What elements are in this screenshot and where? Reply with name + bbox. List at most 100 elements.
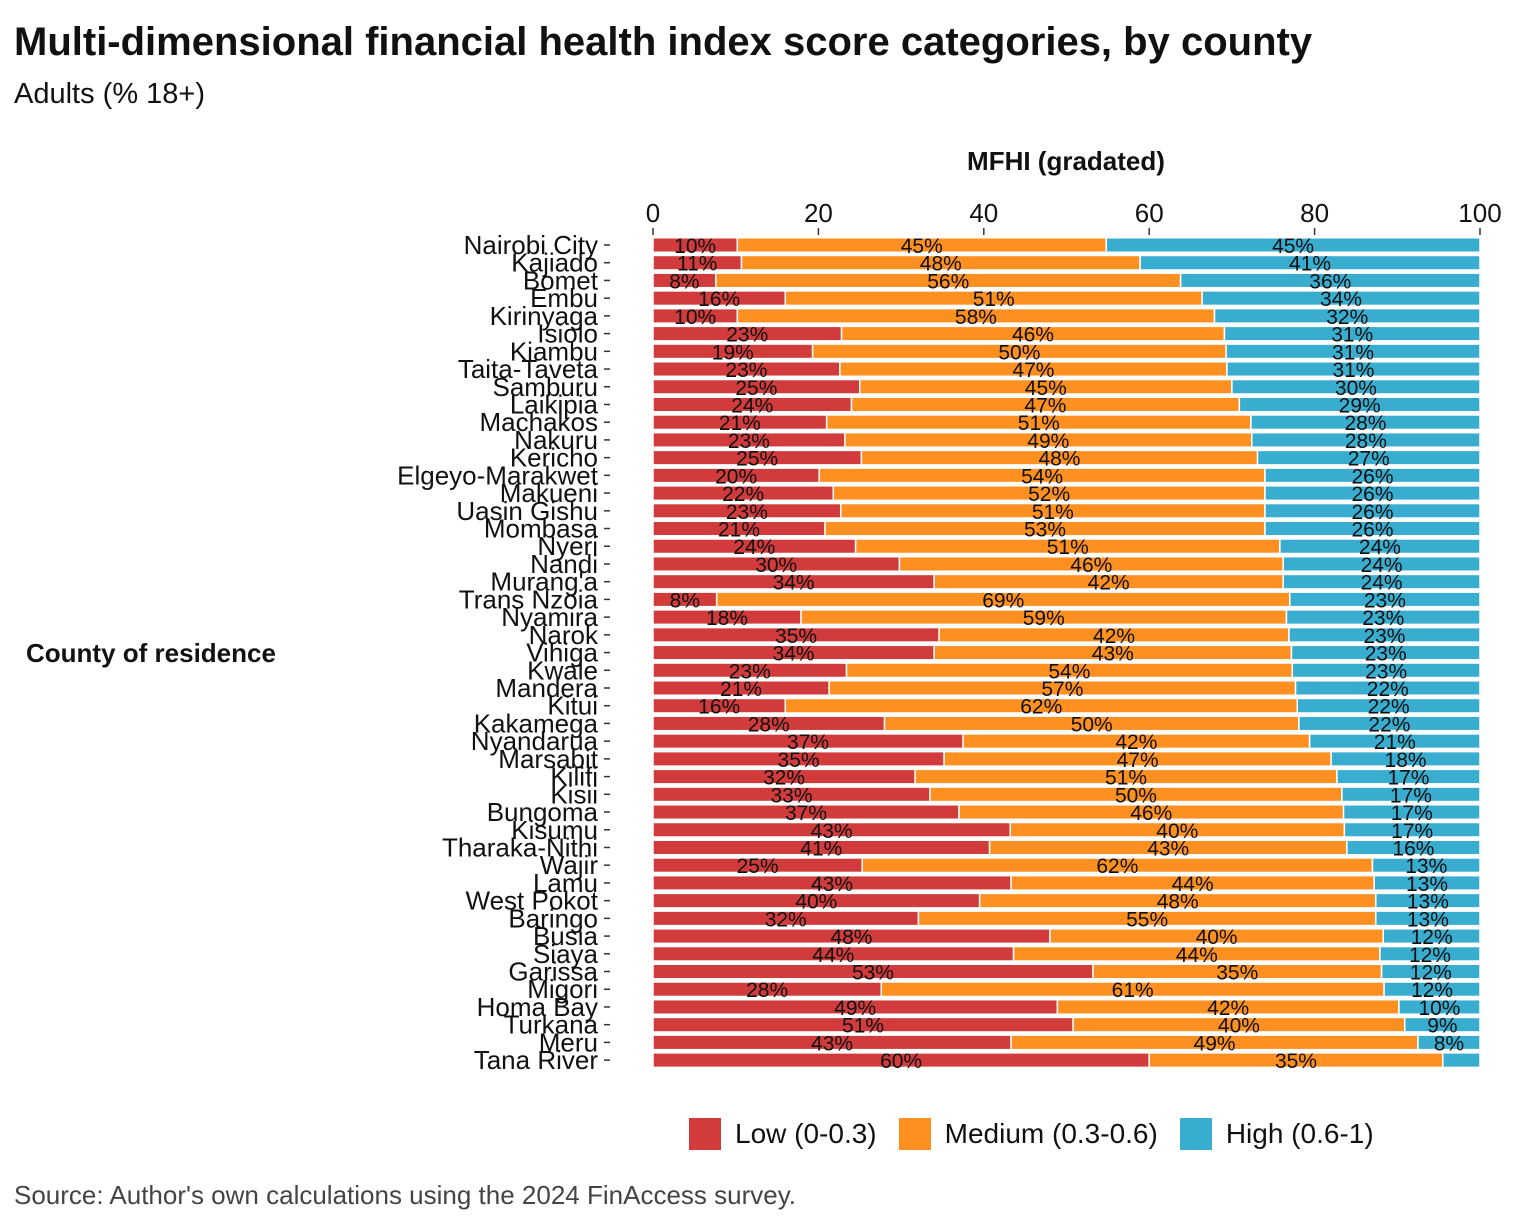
- bar-value-label: 21%: [1374, 731, 1416, 754]
- bar-high: [1290, 644, 1481, 661]
- bar-value-label: 11%: [677, 253, 717, 276]
- y-tick-label: West Pokot: [466, 886, 599, 916]
- bar-high: [1226, 361, 1481, 378]
- bar-value-label: 25%: [736, 448, 778, 471]
- bar-value-label: 44%: [1172, 873, 1214, 896]
- bar-value-label: 10%: [674, 235, 716, 258]
- y-tick-label: Vihiga: [526, 638, 598, 668]
- y-tick-label: Trans Nzoia: [459, 584, 599, 614]
- bar-value-label: 34%: [1320, 288, 1362, 311]
- y-tick-label: Garissa: [508, 957, 598, 987]
- y-tick-label: Tharaka-Nithi: [442, 832, 598, 862]
- y-tick-label: Kajiado: [511, 248, 598, 278]
- bar-value-label: 23%: [1365, 660, 1407, 683]
- y-tick-label: Nandi: [530, 549, 598, 579]
- y-tick-label: Mandera: [495, 673, 598, 703]
- bar-high: [1264, 485, 1481, 502]
- bars: [652, 237, 1481, 1069]
- bar-value-label: 18%: [706, 607, 748, 630]
- y-tick-label: Kisumu: [511, 815, 598, 845]
- bar-high: [1375, 892, 1481, 909]
- bar-high: [1398, 998, 1481, 1015]
- bar-value-label: 69%: [982, 589, 1024, 612]
- bar-high: [1223, 325, 1481, 342]
- bar-value-label: 36%: [1309, 270, 1351, 293]
- y-tick-label: Siaya: [533, 939, 599, 969]
- bar-value-label: 51%: [973, 288, 1015, 311]
- bar-high: [1291, 662, 1481, 679]
- bar-value-label: 43%: [1147, 837, 1189, 860]
- bar-high: [1201, 290, 1481, 307]
- bar-value-label: 57%: [1041, 678, 1083, 701]
- legend-label-high: High (0.6-1): [1225, 1118, 1374, 1149]
- bar-value-label: 51%: [1018, 412, 1060, 435]
- bar-value-label: 43%: [811, 820, 853, 843]
- bar-value-label: 25%: [737, 855, 779, 878]
- bar-value-label: 13%: [1407, 891, 1449, 914]
- bar-value-label: 48%: [1038, 448, 1080, 471]
- bar-value-label: 12%: [1409, 944, 1451, 967]
- bar-value-label: 49%: [834, 997, 876, 1020]
- y-tick-label: Nyamira: [501, 602, 598, 632]
- bar-value-label: 30%: [1335, 377, 1377, 400]
- bar-value-label: 26%: [1351, 519, 1393, 542]
- y-tick-label: Samburu: [493, 372, 599, 402]
- y-tick-label: Kisii: [550, 779, 598, 809]
- bar-high: [1296, 697, 1481, 714]
- bar-value-label: 25%: [735, 377, 777, 400]
- y-tick-label: Kiambu: [510, 336, 598, 366]
- bar-value-label: 26%: [1351, 483, 1393, 506]
- bar-value-label: 40%: [1196, 926, 1238, 949]
- y-tick-label: Kilifi: [550, 762, 598, 792]
- y-tick-label: Makueni: [500, 478, 598, 508]
- bar-value-label: 8%: [1434, 1032, 1464, 1055]
- bar-value-label: 47%: [1117, 749, 1159, 772]
- bar-value-label: 46%: [1012, 324, 1054, 347]
- y-tick-label: Murang'a: [490, 567, 598, 597]
- bar-value-label: 51%: [1047, 536, 1089, 559]
- y-tick-label: Nakuru: [514, 425, 598, 455]
- bar-value-label: 43%: [811, 1032, 853, 1055]
- bar-high: [1225, 343, 1481, 360]
- bar-value-label: 35%: [1275, 1050, 1317, 1073]
- y-tick-label: Uasin Gishu: [456, 496, 598, 526]
- bar-value-label: 51%: [842, 1015, 884, 1038]
- x-tick-label: 20: [804, 198, 833, 228]
- bar-high: [1264, 502, 1481, 519]
- y-tick-label: Kakamega: [474, 708, 599, 738]
- bar-value-label: 31%: [1331, 324, 1373, 347]
- bar-high: [1288, 626, 1481, 643]
- bar-value-label: 21%: [720, 678, 762, 701]
- bar-high: [1298, 715, 1481, 732]
- bar-value-label: 49%: [1027, 430, 1069, 453]
- bar-high: [1231, 378, 1481, 395]
- bar-value-label: 32%: [763, 767, 805, 790]
- y-tick-label: Embu: [530, 283, 598, 313]
- bar-value-label: 23%: [1365, 643, 1407, 666]
- bar-value-label: 45%: [1272, 235, 1314, 258]
- bar-high: [1213, 307, 1481, 324]
- x-tick-label: 60: [1135, 198, 1164, 228]
- bar-value-label: 13%: [1406, 873, 1448, 896]
- bar-high: [1179, 272, 1481, 289]
- bar-value-label: 10%: [674, 306, 716, 329]
- bar-value-label: 23%: [728, 430, 770, 453]
- bar-value-label: 28%: [746, 979, 788, 1002]
- y-tick-label: Tana River: [474, 1045, 599, 1075]
- bar-value-label: 17%: [1391, 820, 1433, 843]
- y-tick-label: Narok: [529, 620, 599, 650]
- bar-high: [1343, 821, 1481, 838]
- bar-value-label: 30%: [755, 554, 797, 577]
- bar-high: [1250, 431, 1481, 448]
- legend-item-low: Low (0-0.3): [689, 1118, 877, 1150]
- bar-value-label: 29%: [1339, 394, 1381, 417]
- bar-value-label: 40%: [1218, 1015, 1260, 1038]
- y-tick-label: Migori: [527, 974, 598, 1004]
- bar-value-label: 17%: [1390, 784, 1432, 807]
- y-tick-label: Machakos: [480, 407, 599, 437]
- legend-swatch-high: [1179, 1118, 1212, 1150]
- y-tick-label: Nairobi City: [464, 230, 598, 260]
- y-tick-label: Homa Bay: [477, 992, 598, 1022]
- bar-value-label: 37%: [785, 802, 827, 825]
- bar-high: [1342, 804, 1481, 821]
